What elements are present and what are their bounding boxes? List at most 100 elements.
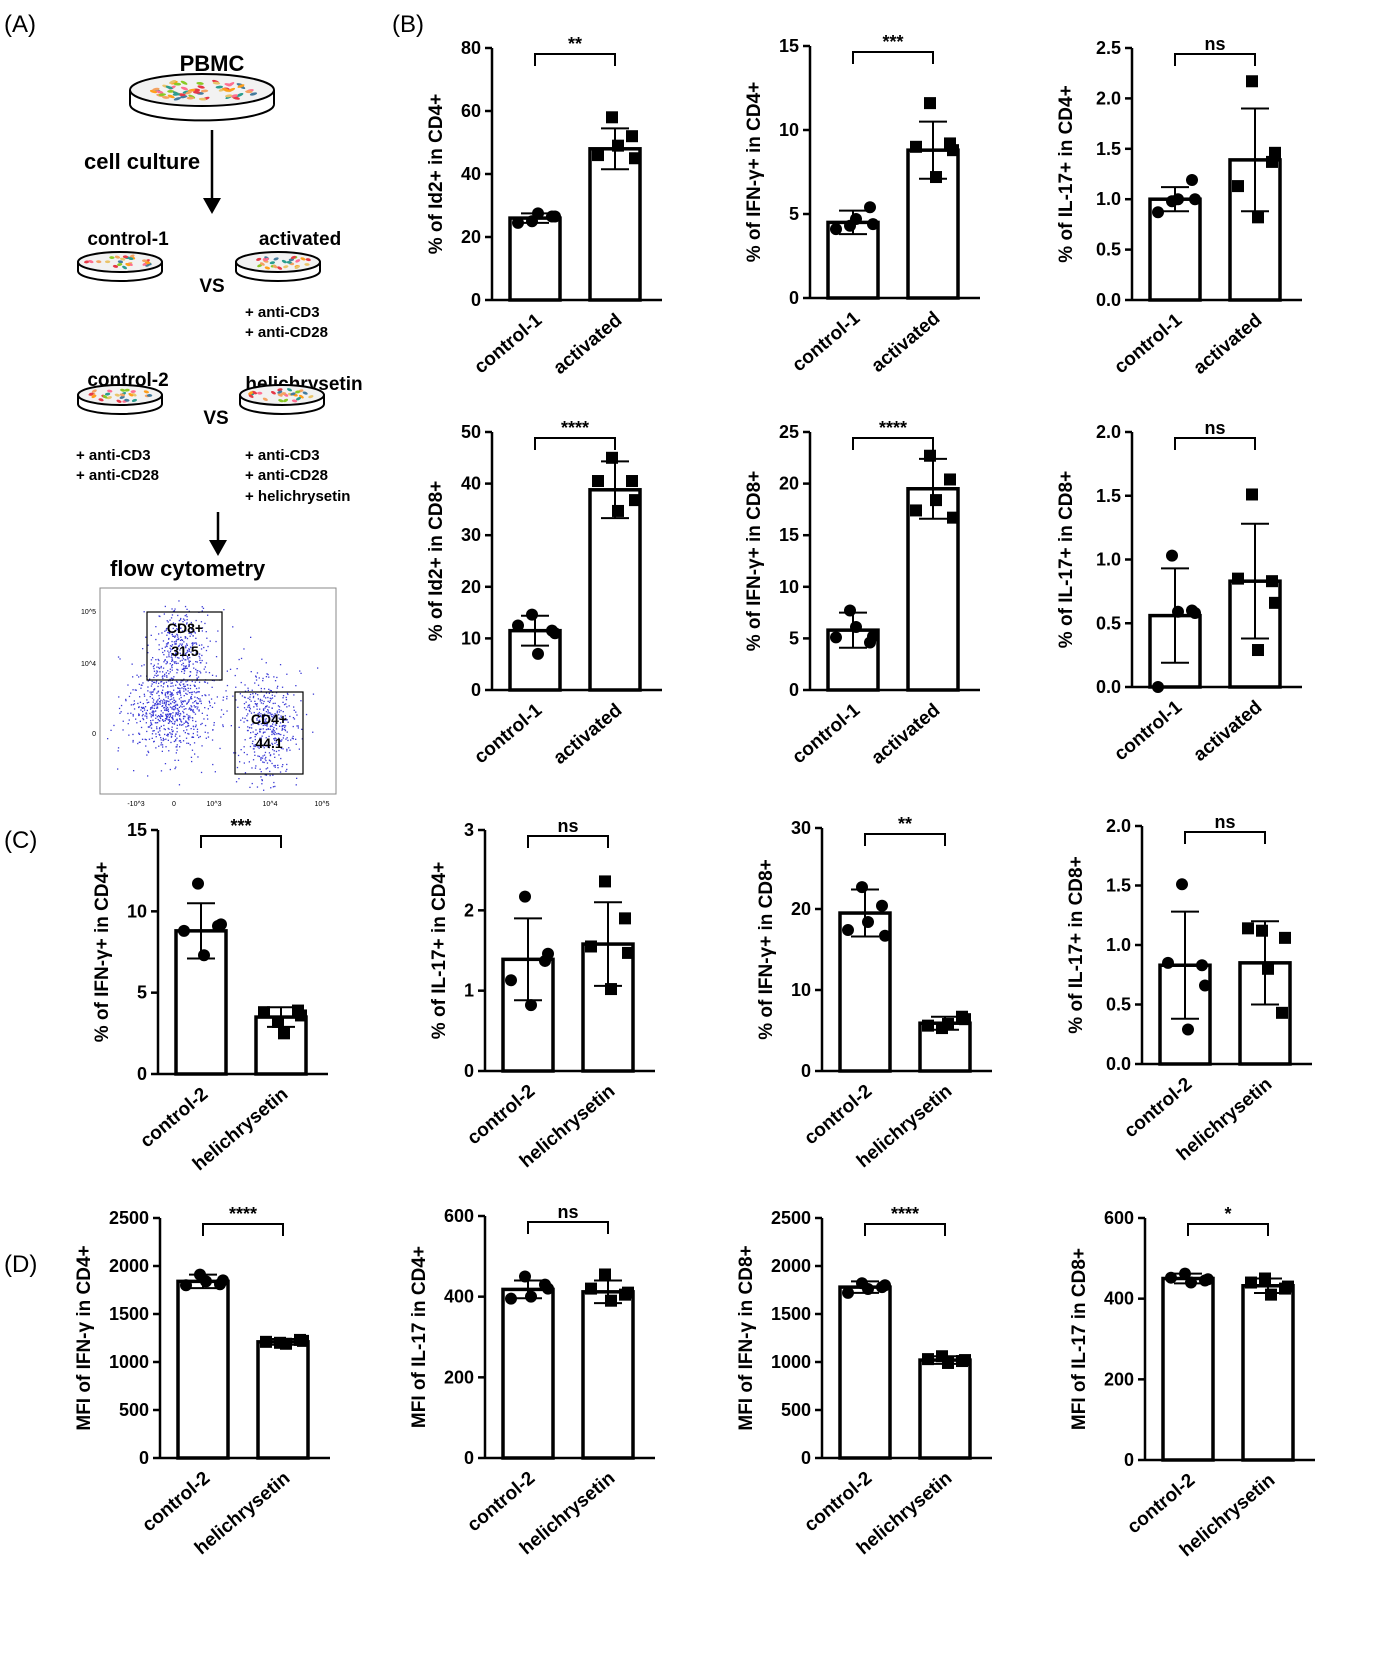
flow-event bbox=[143, 709, 146, 711]
flow-event bbox=[178, 698, 181, 700]
flow-event bbox=[190, 708, 192, 710]
flow-event bbox=[186, 703, 188, 705]
flow-event bbox=[167, 691, 169, 693]
cell-dot bbox=[180, 86, 189, 91]
flow-event bbox=[185, 737, 188, 739]
flow-event bbox=[133, 770, 135, 772]
flow-event bbox=[293, 706, 295, 708]
flow-event bbox=[163, 702, 166, 704]
flow-event bbox=[163, 707, 165, 709]
flow-event bbox=[184, 605, 187, 608]
flow-event bbox=[211, 674, 214, 676]
flow-event bbox=[143, 695, 146, 697]
flow-event bbox=[292, 717, 295, 719]
flow-event bbox=[255, 676, 257, 678]
flow-event bbox=[167, 693, 169, 695]
flow-event bbox=[167, 708, 169, 710]
flow-event bbox=[188, 663, 190, 665]
flow-event bbox=[188, 692, 191, 694]
flow-event bbox=[120, 704, 123, 707]
flow-event bbox=[158, 695, 160, 697]
flow-event bbox=[179, 631, 182, 634]
flow-event bbox=[243, 707, 246, 709]
flow-event bbox=[186, 729, 188, 731]
flow-event bbox=[266, 724, 268, 726]
flow-event bbox=[271, 697, 274, 699]
cd8-gate-label: CD8+ bbox=[167, 620, 203, 636]
flow-event bbox=[152, 701, 154, 703]
flow-event bbox=[274, 756, 276, 758]
cell-dot bbox=[125, 262, 131, 267]
bar bbox=[176, 1279, 230, 1460]
flow-event bbox=[193, 684, 195, 686]
flow-event bbox=[201, 722, 203, 725]
significance-bracket bbox=[1174, 53, 1256, 66]
flow-event bbox=[151, 711, 153, 713]
cell-dot bbox=[200, 89, 209, 93]
y-tick-label: 60 bbox=[461, 101, 481, 121]
data-point bbox=[910, 140, 922, 153]
flow-event bbox=[174, 708, 176, 710]
flow-event bbox=[180, 705, 182, 707]
bar bbox=[838, 1285, 892, 1460]
y-axis-label: MFI of IL-17 in CD4+ bbox=[409, 1246, 430, 1428]
flow-event bbox=[138, 714, 140, 716]
cell-dot bbox=[169, 80, 177, 84]
flow-event bbox=[260, 687, 262, 690]
flow-event bbox=[176, 668, 178, 671]
flow-event bbox=[132, 733, 134, 736]
flow-event bbox=[195, 668, 197, 671]
flow-event bbox=[162, 675, 164, 677]
flow-event bbox=[163, 698, 165, 701]
flow-event bbox=[174, 643, 176, 645]
flow-event bbox=[161, 692, 163, 695]
cell-dot bbox=[104, 260, 111, 264]
flow-event bbox=[195, 637, 197, 639]
flow-event bbox=[196, 661, 198, 663]
data-point bbox=[1199, 979, 1211, 992]
cell-dot bbox=[300, 257, 306, 261]
flow-event bbox=[142, 713, 144, 716]
flow-event bbox=[186, 608, 188, 610]
cell-dot bbox=[91, 389, 97, 393]
data-point bbox=[549, 210, 561, 223]
cell-dot bbox=[152, 87, 160, 91]
category-label: control-2 bbox=[463, 1081, 539, 1149]
flow-event bbox=[266, 705, 268, 707]
flow-event bbox=[156, 706, 158, 708]
flow-event bbox=[260, 713, 262, 715]
flow-event bbox=[113, 724, 115, 727]
flow-event bbox=[282, 711, 284, 713]
flow-event bbox=[269, 770, 271, 773]
flow-event bbox=[214, 771, 216, 773]
flow-event bbox=[171, 665, 173, 667]
flow-event bbox=[175, 642, 177, 644]
cell-dot bbox=[117, 263, 123, 266]
flow-event bbox=[157, 691, 159, 693]
flow-events bbox=[107, 600, 319, 791]
data-point bbox=[622, 946, 634, 959]
bar bbox=[501, 1287, 555, 1460]
data-point bbox=[1172, 193, 1184, 206]
cell-dot bbox=[88, 259, 94, 264]
flow-event bbox=[184, 659, 186, 661]
flow-event bbox=[282, 725, 285, 727]
flow-event bbox=[187, 732, 189, 735]
flow-event bbox=[246, 753, 248, 756]
flow-event bbox=[155, 717, 157, 719]
data-point bbox=[1276, 1006, 1288, 1019]
panel-label-b: (B) bbox=[392, 11, 424, 38]
data-point bbox=[599, 1268, 611, 1281]
flow-event bbox=[266, 723, 268, 725]
data-point bbox=[947, 511, 959, 524]
flow-event bbox=[167, 670, 169, 672]
y-tick-label: 0 bbox=[801, 1061, 811, 1081]
flow-event bbox=[147, 751, 150, 754]
helichrysetin-treatment-1: + anti-CD3 bbox=[245, 447, 320, 464]
flow-event bbox=[237, 706, 239, 708]
flow-event bbox=[249, 745, 252, 748]
category-label: control-2 bbox=[1120, 1074, 1196, 1142]
flow-event bbox=[141, 665, 143, 667]
data-point bbox=[1266, 575, 1278, 588]
flow-event bbox=[205, 649, 208, 652]
